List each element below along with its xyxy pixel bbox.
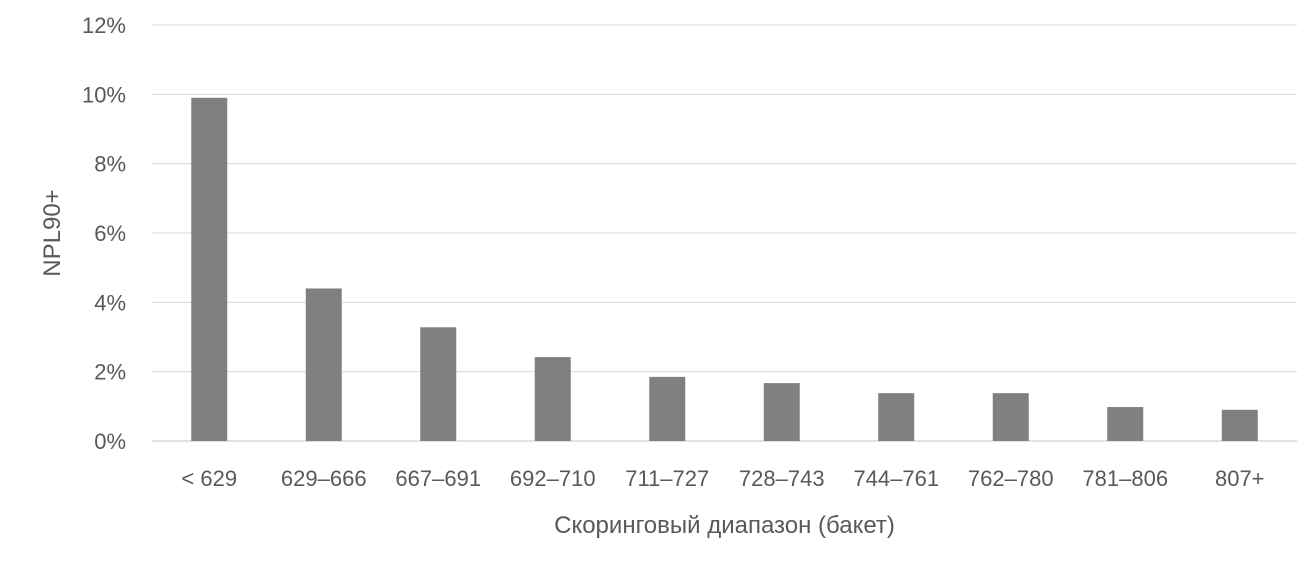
bars [191, 97, 1258, 442]
x-tick-labels: < 629 629–666 667–691 692–710 711–727 728–743… [181, 466, 1264, 491]
y-tick-label: 4% [94, 290, 126, 315]
bar [1107, 407, 1144, 441]
y-tick-label: 2% [94, 360, 126, 385]
bar [191, 97, 228, 442]
bar [305, 288, 342, 441]
y-tick-label: 6% [94, 221, 126, 246]
bar [1221, 409, 1258, 441]
x-tick-label: 807+ [1215, 466, 1265, 491]
bar [649, 376, 686, 441]
y-tick-labels: 0% 2% 4% 6% 8% 10% 12% [82, 13, 126, 454]
x-tick-label: 728–743 [739, 466, 825, 491]
x-tick-label: 744–761 [853, 466, 939, 491]
y-tick-label: 0% [94, 429, 126, 454]
x-tick-label: 692–710 [510, 466, 596, 491]
y-tick-label: 12% [82, 13, 126, 38]
x-axis-title: Скоринговый диапазон (бакет) [554, 512, 895, 539]
x-tick-label: 762–780 [968, 466, 1054, 491]
bar [763, 383, 800, 441]
bar [878, 393, 915, 441]
bar [420, 327, 457, 441]
bar [534, 357, 571, 441]
x-tick-label: 667–691 [395, 466, 481, 491]
y-tick-label: 8% [94, 152, 126, 177]
bar [992, 393, 1029, 441]
x-tick-label: 629–666 [281, 466, 367, 491]
x-tick-label: < 629 [181, 466, 237, 491]
y-tick-label: 10% [82, 82, 126, 107]
gridlines [152, 24, 1297, 442]
y-axis-title: NPL90+ [39, 189, 66, 276]
x-tick-label: 781–806 [1082, 466, 1168, 491]
x-tick-label: 711–727 [625, 466, 709, 491]
